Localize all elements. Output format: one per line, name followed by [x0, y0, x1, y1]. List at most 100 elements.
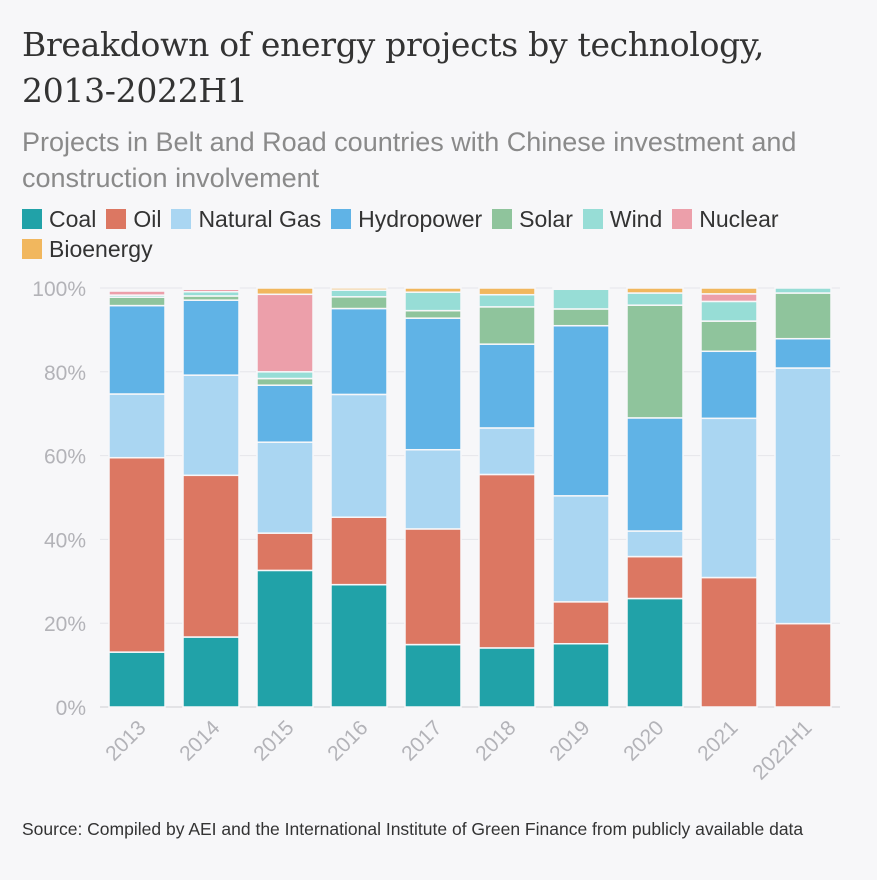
x-tick-label: 2017 — [397, 716, 446, 765]
bar-segment-solar — [330, 296, 388, 310]
bar-segment-wind — [552, 288, 610, 310]
bar-segment-coal — [256, 569, 314, 708]
bar-segment-oil — [774, 622, 832, 708]
x-tick-label: 2018 — [471, 716, 520, 765]
y-tick-label: 20% — [44, 613, 86, 636]
y-tick-label: 60% — [44, 446, 86, 469]
legend-label: Coal — [49, 205, 97, 232]
bar-segment-coal — [626, 597, 684, 708]
bar-segment-hydropower — [700, 350, 758, 420]
bar-segment-oil — [700, 576, 758, 708]
legend-swatch — [106, 209, 127, 229]
bar-segment-solar — [404, 309, 462, 319]
bar-segment-hydropower — [552, 324, 610, 497]
bar-segment-solar — [478, 306, 536, 345]
legend-swatch — [672, 209, 693, 229]
bar-segment-oil — [552, 601, 610, 645]
x-tick-label: 2016 — [323, 716, 372, 765]
bar-segment-natural-gas — [108, 393, 166, 459]
bar-segment-solar — [626, 304, 684, 419]
bar-segment-coal — [330, 583, 388, 708]
legend-swatch — [582, 209, 603, 229]
legend-item-wind: Wind — [582, 205, 662, 233]
bar-segment-solar — [774, 292, 832, 340]
bar-segment-natural-gas — [552, 495, 610, 603]
bar-segment-natural-gas — [182, 374, 240, 477]
chart-legend: Coal Oil Natural Gas Hydropower Solar Wind Nuc… — [22, 205, 862, 263]
bar-segment-coal — [552, 642, 610, 708]
bar-segment-bioenergy — [256, 287, 314, 296]
legend-label: Bioenergy — [49, 235, 153, 262]
bar-segment-coal — [182, 636, 240, 708]
legend-label: Solar — [519, 205, 573, 232]
bar-segment-wind — [256, 371, 314, 380]
legend-item-coal: Coal — [22, 205, 96, 233]
bar-segment-nuclear — [256, 293, 314, 373]
bar-segment-bioenergy — [330, 287, 388, 291]
bar-segment-solar — [552, 308, 610, 327]
bar-segment-hydropower — [626, 417, 684, 532]
bar-segment-bioenergy — [626, 287, 684, 294]
x-tick-label: 2013 — [101, 716, 150, 765]
x-tick-label: 2021 — [693, 716, 742, 765]
bar-segment-wind — [478, 293, 536, 308]
bar-segment-bioenergy — [404, 287, 462, 293]
bar-segment-bioenergy — [182, 287, 240, 291]
bar-segment-solar — [108, 296, 166, 307]
x-tick-label: 2019 — [545, 716, 594, 765]
bar-segment-coal — [404, 643, 462, 708]
bar-segment-natural-gas — [478, 427, 536, 476]
bar-segment-hydropower — [256, 384, 314, 443]
x-tick-label: 2015 — [249, 716, 298, 765]
source-note: Source: Compiled by AEI and the Internat… — [22, 819, 804, 839]
bar-segment-oil — [404, 528, 462, 646]
bar-segment-wind — [626, 292, 684, 306]
bar-segment-natural-gas — [774, 367, 832, 625]
bar-segment-natural-gas — [330, 393, 388, 518]
bar-segment-wind — [330, 289, 388, 298]
legend-item-hydropower: Hydropower — [331, 205, 482, 233]
bar-segment-wind — [774, 287, 832, 294]
legend-swatch — [331, 209, 352, 229]
bar-segment-solar — [256, 377, 314, 386]
y-tick-label: 80% — [44, 362, 86, 385]
x-tick-label: 2020 — [619, 716, 668, 765]
bar-segment-bioenergy — [108, 289, 166, 292]
legend-swatch — [22, 209, 42, 229]
bar-segment-coal — [478, 647, 536, 708]
bar-segment-oil — [256, 532, 314, 572]
bar-segment-oil — [182, 474, 240, 638]
chart-title: Breakdown of energy projects by technolo… — [22, 25, 765, 110]
bar-segment-natural-gas — [256, 441, 314, 534]
x-tick-label: 2022H1 — [748, 716, 816, 784]
bar-segment-solar — [700, 320, 758, 353]
bar-segment-hydropower — [774, 337, 832, 369]
legend-swatch — [22, 239, 42, 259]
legend-label: Natural Gas — [198, 205, 322, 232]
legend-item-nuclear: Nuclear — [672, 205, 779, 233]
legend-label: Hydropower — [358, 205, 483, 232]
legend-label: Oil — [133, 205, 162, 232]
bar-segment-wind — [404, 291, 462, 312]
bar-segment-bioenergy — [552, 287, 610, 291]
bar-segment-natural-gas — [626, 530, 684, 558]
y-tick-label: 100% — [32, 278, 86, 301]
bar-segment-oil — [330, 516, 388, 586]
legend-label: Nuclear — [699, 205, 779, 232]
legend-item-bioenergy: Bioenergy — [22, 235, 153, 263]
legend-item-oil: Oil — [106, 205, 161, 233]
legend-item-solar: Solar — [492, 205, 573, 233]
stacked-bar-chart: 0% 20% 40% 60% 80% 100% 2013 2014 2015 2016 2017 20… — [32, 278, 840, 785]
bar-segment-wind — [700, 300, 758, 322]
bar-segment-oil — [478, 473, 536, 649]
x-tick-label: 2014 — [175, 716, 225, 766]
bar-segment-nuclear — [700, 293, 758, 303]
bar-segment-bioenergy — [478, 287, 536, 296]
bar-segment-natural-gas — [700, 417, 758, 579]
bar-segment-hydropower — [478, 343, 536, 429]
bar-segment-hydropower — [330, 307, 388, 396]
bar-segment-natural-gas — [404, 448, 462, 530]
bar-segment-oil — [626, 555, 684, 600]
y-tick-label: 0% — [56, 697, 86, 720]
